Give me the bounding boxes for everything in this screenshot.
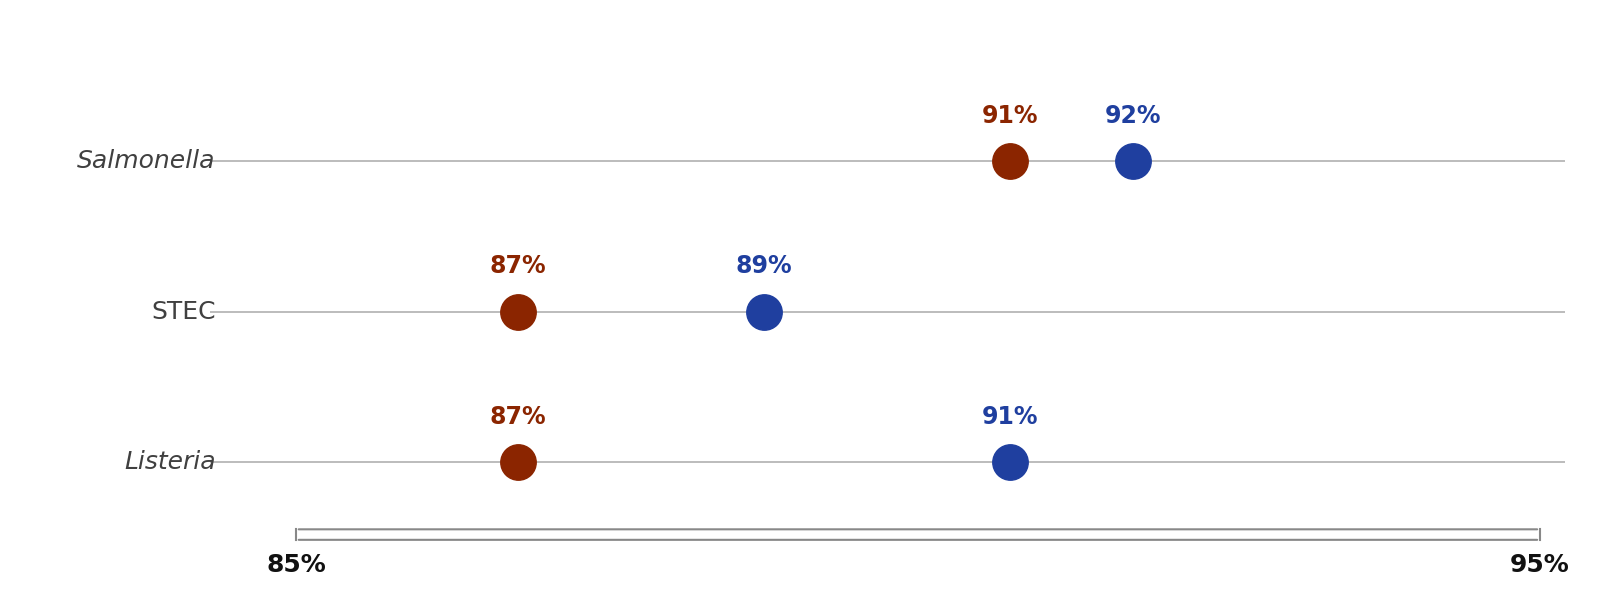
Text: 85%: 85% bbox=[266, 553, 326, 578]
Text: 91%: 91% bbox=[982, 104, 1039, 128]
Text: STEC: STEC bbox=[152, 300, 216, 323]
Text: Salmonella: Salmonella bbox=[77, 150, 216, 173]
Text: 95%: 95% bbox=[1510, 553, 1569, 578]
Text: 87%: 87% bbox=[489, 255, 545, 278]
Text: 91%: 91% bbox=[982, 405, 1039, 429]
Point bbox=[1121, 156, 1147, 166]
Text: 87%: 87% bbox=[489, 405, 545, 429]
Point bbox=[997, 457, 1023, 466]
Point bbox=[505, 457, 531, 466]
Point bbox=[752, 306, 777, 316]
Point bbox=[505, 306, 531, 316]
Text: Listeria: Listeria bbox=[124, 450, 216, 474]
Point bbox=[997, 156, 1023, 166]
Text: 92%: 92% bbox=[1105, 104, 1161, 128]
Text: 89%: 89% bbox=[736, 255, 792, 278]
